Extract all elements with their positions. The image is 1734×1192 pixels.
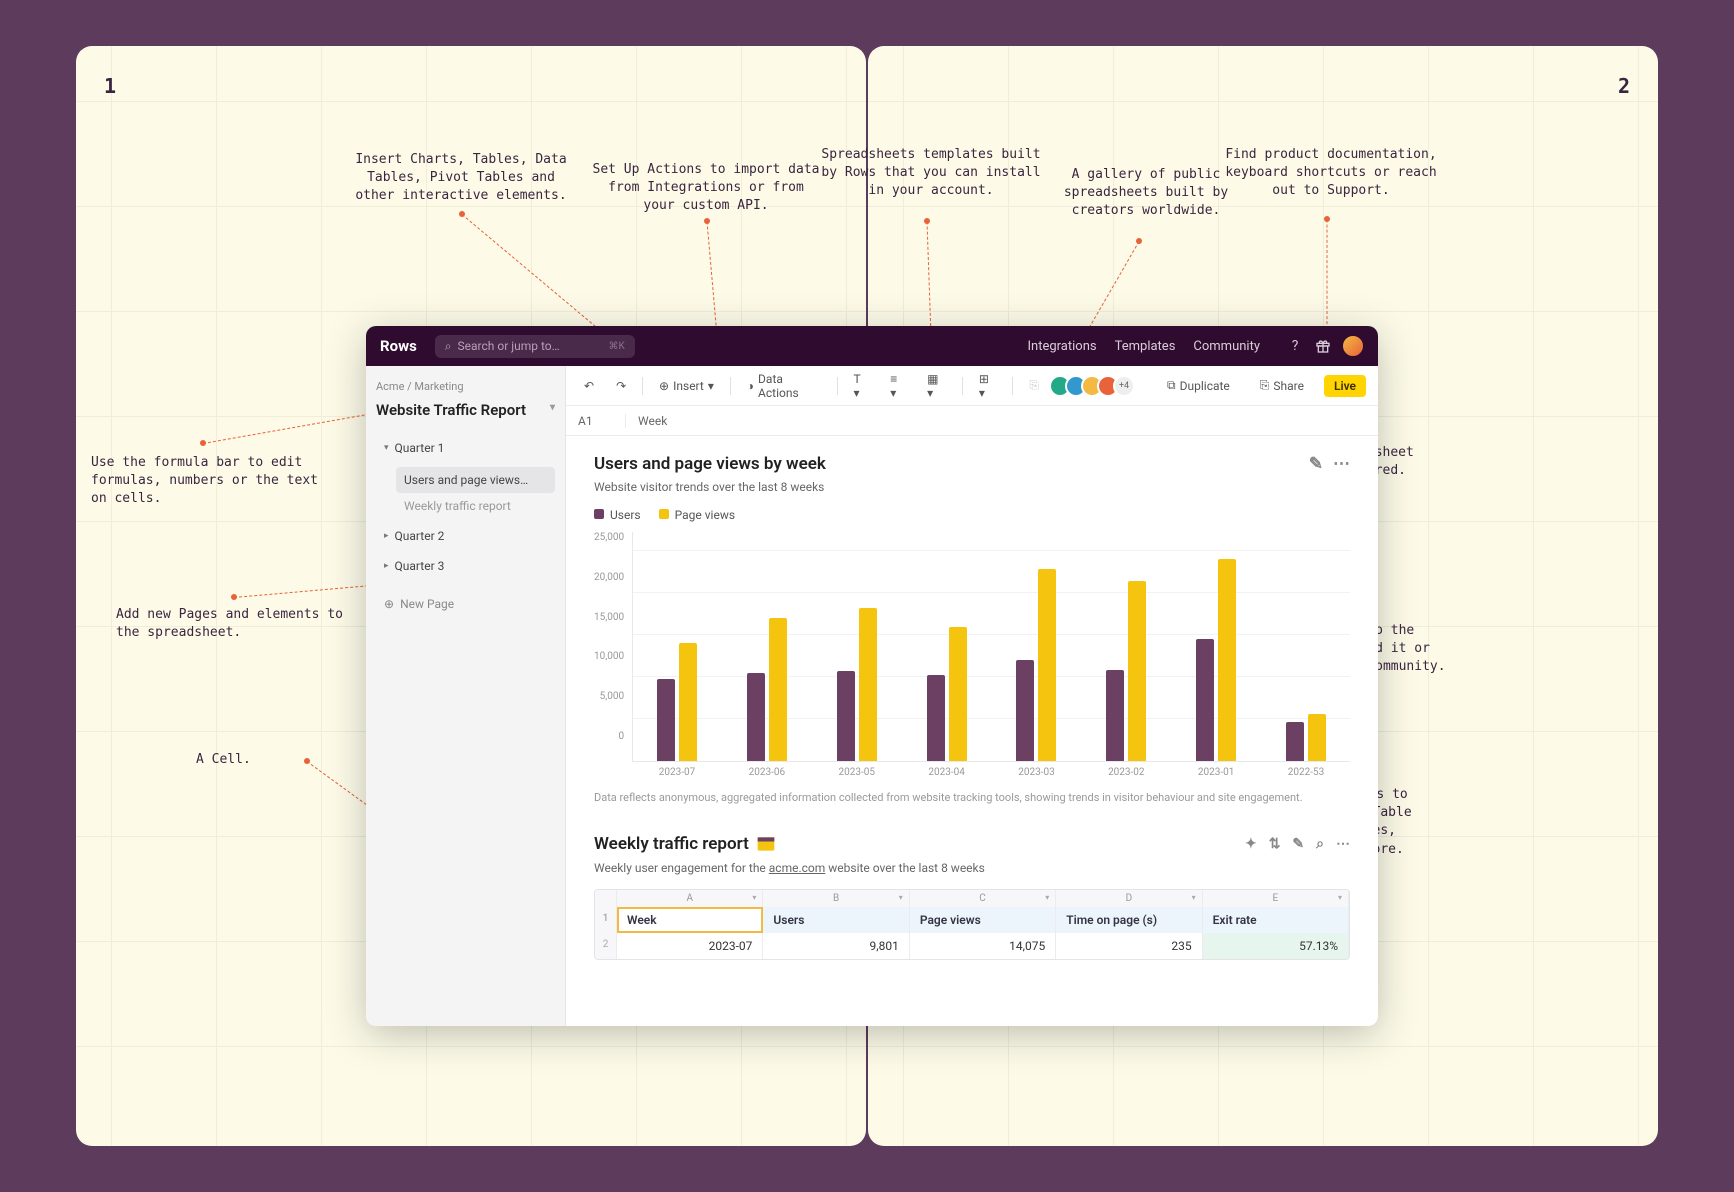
share-button[interactable]: ⎘Share xyxy=(1250,374,1314,397)
live-button[interactable]: Live xyxy=(1324,375,1366,397)
undo-button[interactable]: ↶ xyxy=(578,375,600,397)
sidebar-item-users-page-views[interactable]: Users and page views… xyxy=(396,467,555,493)
new-page-button[interactable]: ⊕ New Page xyxy=(376,591,555,617)
data-actions-button[interactable]: ◑Data Actions xyxy=(741,368,827,404)
insert-button[interactable]: ⊕Insert ▾ xyxy=(653,375,720,397)
presence-avatars[interactable]: +4 xyxy=(1055,375,1135,397)
topbar: Rows ⌕ Search or jump to… ⌘K Integration… xyxy=(366,326,1378,366)
edit-chart-icon[interactable]: ✎ xyxy=(1309,454,1323,474)
duplicate-button[interactable]: ⧉Duplicate xyxy=(1157,374,1240,397)
page-number-2: 2 xyxy=(1618,74,1630,98)
search-shortcut-icon: ⌘K xyxy=(609,341,625,352)
cell-format-button[interactable]: ▦ ▾ xyxy=(921,368,952,404)
nav-community[interactable]: Community xyxy=(1193,339,1260,354)
cell-exit-rate[interactable]: 57.13% xyxy=(1203,933,1349,959)
row-number: 2 xyxy=(595,933,617,959)
chart-menu-icon[interactable]: ⋯ xyxy=(1333,454,1350,474)
title-menu-icon[interactable]: ▾ xyxy=(550,401,555,414)
header-cell-exit-rate[interactable]: Exit rate xyxy=(1203,907,1349,933)
cell-page-views[interactable]: 14,075 xyxy=(910,933,1056,959)
formula-input[interactable]: Week xyxy=(626,414,679,428)
search-placeholder: Search or jump to… xyxy=(458,339,560,353)
table-title: Weekly traffic report xyxy=(594,834,749,854)
sidebar-item-quarter-1[interactable]: ▾Quarter 1 xyxy=(376,435,555,461)
sidebar: Acme / Marketing Website Traffic Report … xyxy=(366,366,566,1026)
cell-week[interactable]: 2023-07 xyxy=(617,933,763,959)
page-title: Website Traffic Report ▾ xyxy=(376,401,555,421)
toolbar: ↶ ↷ ⊕Insert ▾ ◑Data Actions T ▾ ≡ ▾ ▦ ▾ … xyxy=(566,366,1378,406)
chart-title: Users and page views by week xyxy=(594,454,826,474)
header-cell-time[interactable]: Time on page (s) xyxy=(1056,907,1202,933)
edit-table-icon[interactable]: ✎ xyxy=(1292,836,1304,852)
link-icon: ⎘ xyxy=(1260,378,1270,393)
annotation-insert: Insert Charts, Tables, Data Tables, Pivo… xyxy=(346,151,576,206)
gift-icon[interactable] xyxy=(1314,337,1332,355)
nav-integrations[interactable]: Integrations xyxy=(1027,339,1096,354)
table-menu-icon[interactable]: ⋯ xyxy=(1336,836,1350,852)
page-number-1: 1 xyxy=(104,74,116,98)
search-table-icon[interactable]: ⌕ xyxy=(1316,836,1324,852)
plus-icon: ⊕ xyxy=(384,597,394,611)
row-number: 1 xyxy=(595,907,617,933)
annotation-data-actions: Set Up Actions to import data from Integ… xyxy=(591,161,821,216)
align-button[interactable]: ≡ ▾ xyxy=(884,368,911,404)
chart-legend: Users Page views xyxy=(594,508,1350,522)
sidebar-item-weekly-traffic[interactable]: Weekly traffic report xyxy=(396,493,555,519)
help-icon[interactable]: ? xyxy=(1286,337,1304,355)
annotation-newpage: Add new Pages and elements to the spread… xyxy=(116,606,346,642)
annotation-cell: A Cell. xyxy=(196,751,296,769)
text-format-button[interactable]: T ▾ xyxy=(848,368,875,404)
cell-reference[interactable]: A1 xyxy=(566,414,626,428)
search-icon: ⌕ xyxy=(445,339,452,354)
sidebar-item-quarter-2[interactable]: ▸Quarter 2 xyxy=(376,523,555,549)
table-subtitle: Weekly user engagement for the acme.com … xyxy=(594,861,1350,875)
table-badge-icon xyxy=(755,833,777,855)
plus-circle-icon: ⊕ xyxy=(659,379,669,393)
chart-caption: Data reflects anonymous, aggregated info… xyxy=(594,790,1350,807)
sort-icon[interactable]: ⇅ xyxy=(1269,836,1281,852)
copy-icon: ⧉ xyxy=(1167,378,1176,393)
annotation-help: Find product documentation, keyboard sho… xyxy=(1216,146,1446,201)
link-button[interactable]: ⎘ xyxy=(1023,374,1045,397)
nav-templates[interactable]: Templates xyxy=(1115,339,1176,354)
sidebar-item-quarter-3[interactable]: ▸Quarter 3 xyxy=(376,553,555,579)
layout-button[interactable]: ⊞ ▾ xyxy=(973,368,1003,404)
cell-time[interactable]: 235 xyxy=(1056,933,1202,959)
header-cell-users[interactable]: Users xyxy=(763,907,909,933)
user-avatar[interactable] xyxy=(1342,335,1364,357)
brand-logo: Rows xyxy=(380,337,417,355)
cell-users[interactable]: 9,801 xyxy=(763,933,909,959)
formula-bar[interactable]: A1 Week xyxy=(566,406,1378,436)
bar-chart: 25,00020,00015,00010,0005,0000 2023-0720… xyxy=(594,532,1350,762)
chart-subtitle: Website visitor trends over the last 8 w… xyxy=(594,480,1350,494)
annotation-formula: Use the formula bar to edit formulas, nu… xyxy=(91,454,321,509)
header-cell-week[interactable]: Week xyxy=(617,907,763,933)
data-table[interactable]: A▾B▾C▾D▾E▾ 1 Week Users Page views Time … xyxy=(594,889,1350,960)
header-cell-page-views[interactable]: Page views xyxy=(910,907,1056,933)
search-input[interactable]: ⌕ Search or jump to… ⌘K xyxy=(435,335,635,358)
database-icon: ◑ xyxy=(747,379,754,393)
breadcrumb[interactable]: Acme / Marketing xyxy=(376,380,555,393)
redo-button[interactable]: ↷ xyxy=(610,375,632,397)
ai-analyst-icon[interactable]: ✦ xyxy=(1245,836,1257,852)
annotation-templates: Spreadsheets templates built by Rows tha… xyxy=(816,146,1046,201)
app-window: Rows ⌕ Search or jump to… ⌘K Integration… xyxy=(366,326,1378,1026)
